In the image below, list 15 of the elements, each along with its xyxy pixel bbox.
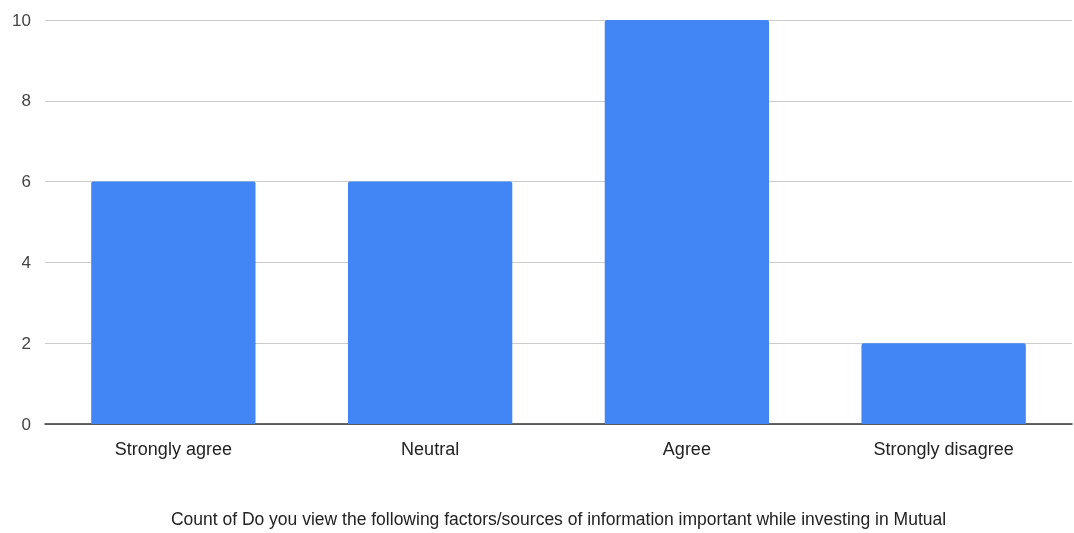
x-tick-label: Neutral [401,439,460,459]
y-tick-label: 10 [12,10,31,30]
y-tick-label: 2 [21,333,31,353]
bar [347,181,513,424]
x-tick-label: Strongly disagree [873,439,1014,459]
y-tick-label: 0 [21,414,31,434]
x-tick-label: Agree [662,439,711,459]
y-tick-label: 6 [21,172,31,192]
y-tick-label: 8 [21,91,31,111]
x-tick-label: Strongly agree [114,439,232,459]
y-tick-label: 4 [21,252,31,272]
bar [861,343,1026,424]
x-axis-title: Count of Do you view the following factors/sources of information important while investing in Mutual [170,509,947,529]
bar [91,181,256,424]
bar [604,20,770,424]
